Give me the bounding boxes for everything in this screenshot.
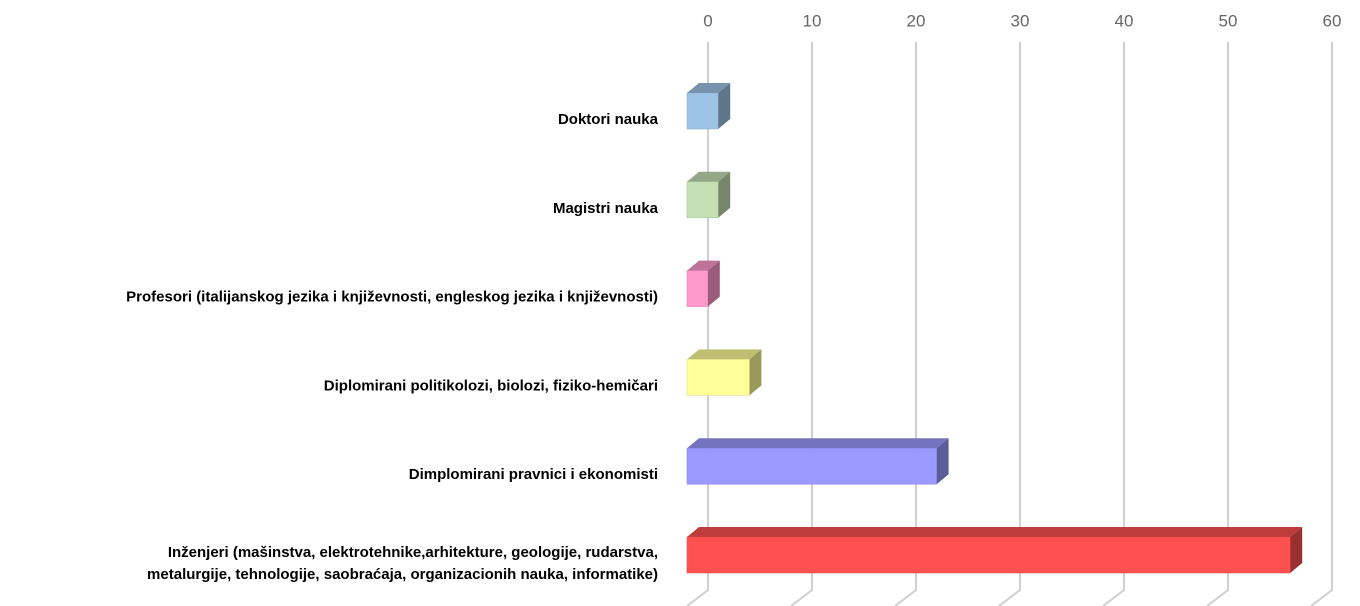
grid-line xyxy=(790,42,813,606)
grid-line xyxy=(686,42,709,606)
x-tick-label: 30 xyxy=(1011,11,1030,30)
label-line: Profesori (italijanskog jezika i književ… xyxy=(126,289,658,306)
label-line: Inženjeri (mašinstva, elektrotehnike,arh… xyxy=(168,544,658,561)
y-tick-label: Doktori nauka xyxy=(558,111,659,128)
x-tick-label: 50 xyxy=(1219,11,1238,30)
bar-side xyxy=(707,260,720,307)
bar-front xyxy=(686,447,937,485)
bar-top xyxy=(687,438,949,449)
bar xyxy=(686,260,720,307)
label-line: Doktori nauka xyxy=(558,111,659,128)
y-tick-label: Dimplomirani pravnici i ekonomisti xyxy=(409,466,658,483)
bar-top xyxy=(687,171,731,182)
y-tick-label: Profesori (italijanskog jezika i književ… xyxy=(126,289,658,306)
bar-front xyxy=(686,181,719,219)
bar-side xyxy=(936,438,949,485)
grid-line xyxy=(1310,42,1333,606)
label-line: Dimplomirani pravnici i ekonomisti xyxy=(409,466,658,483)
bar xyxy=(686,527,1303,574)
grid-line xyxy=(1206,42,1229,606)
label-line: metalurgije, tehnologije, saobraćaja, or… xyxy=(147,566,658,583)
label-line: Diplomirani politikolozi, biolozi, fizik… xyxy=(324,377,658,394)
x-tick-label: 40 xyxy=(1115,11,1134,30)
bar xyxy=(686,171,731,219)
bar-side xyxy=(718,83,731,129)
x-tick-label: 60 xyxy=(1323,11,1342,30)
bar-side xyxy=(718,171,731,218)
x-tick-label: 20 xyxy=(907,11,926,30)
bar-front xyxy=(686,536,1291,574)
bar-top xyxy=(687,83,731,93)
bar-top xyxy=(687,349,762,360)
y-tick-label: Inženjeri (mašinstva, elektrotehnike,arh… xyxy=(147,544,658,583)
grid-line xyxy=(894,42,917,606)
y-tick-label: Magistri nauka xyxy=(553,200,659,217)
bar-top xyxy=(687,260,720,271)
bar-front xyxy=(686,92,719,130)
bar xyxy=(686,83,731,130)
bar xyxy=(686,438,949,485)
x-tick-label: 0 xyxy=(703,11,712,30)
bar-side xyxy=(1290,527,1303,573)
label-line: Magistri nauka xyxy=(553,200,659,217)
grid-line xyxy=(1102,42,1125,606)
bar xyxy=(686,349,762,396)
bar-top xyxy=(687,527,1303,537)
bar-front xyxy=(686,270,709,307)
bar-side xyxy=(749,349,762,396)
y-tick-label: Diplomirani politikolozi, biolozi, fizik… xyxy=(324,377,658,394)
bar-front xyxy=(686,359,750,396)
x-tick-label: 10 xyxy=(803,11,822,30)
grid-line xyxy=(998,42,1021,606)
